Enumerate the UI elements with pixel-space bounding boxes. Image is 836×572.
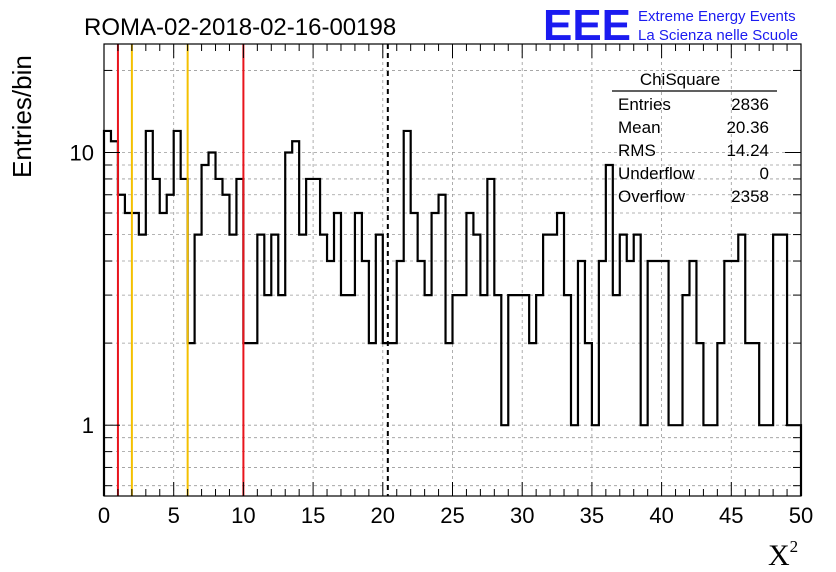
x-tick-label: 40 [649, 503, 673, 528]
x-tick-label: 45 [719, 503, 743, 528]
x-tick-label: 5 [168, 503, 180, 528]
stats-value: 20.36 [726, 118, 769, 137]
x-tick-label: 35 [580, 503, 604, 528]
stats-title: ChiSquare [640, 70, 720, 89]
stats-value: 2358 [731, 187, 769, 206]
stats-value: 14.24 [726, 141, 769, 160]
stats-box: ChiSquare Entries 2836 Mean 20.36 RMS 14.24 Un… [612, 70, 777, 206]
x-tick-label: 15 [301, 503, 325, 528]
histogram-area [102, 129, 803, 496]
stats-label: Mean [618, 118, 661, 137]
x-tick-label: 20 [371, 503, 395, 528]
axis-ticks: 0 5 10 15 20 25 30 35 40 45 50 1 10 [70, 44, 813, 528]
logo-tagline-2: La Scienza nelle Scuole [638, 27, 798, 44]
stats-label: Entries [618, 95, 671, 114]
x-tick-label: 30 [510, 503, 534, 528]
stats-value: 2836 [731, 95, 769, 114]
plot-frame [103, 43, 802, 497]
x-tick-label: 25 [440, 503, 464, 528]
x-axis-label: X2 [768, 537, 798, 572]
x-tick-label: 50 [789, 503, 813, 528]
marker-lines [116, 44, 389, 496]
y-tick-label: 10 [70, 141, 94, 166]
x-axis-label-superscript: 2 [790, 537, 799, 556]
stats-label: Underflow [618, 164, 695, 183]
stats-label: RMS [618, 141, 656, 160]
x-axis-label-base: X [768, 539, 790, 572]
run-title: ROMA-02-2018-02-16-00198 [84, 14, 396, 41]
y-axis-label: Entries/bin [7, 55, 37, 178]
eee-logo: EEE [543, 1, 631, 50]
stats-value: 0 [760, 164, 769, 183]
y-tick-label: 1 [82, 413, 94, 438]
x-tick-label: 10 [231, 503, 255, 528]
histogram-outline [102, 129, 803, 496]
logo-tagline-1: Extreme Energy Events [638, 8, 796, 25]
stats-label: Overflow [618, 187, 686, 206]
x-tick-label: 0 [98, 503, 110, 528]
